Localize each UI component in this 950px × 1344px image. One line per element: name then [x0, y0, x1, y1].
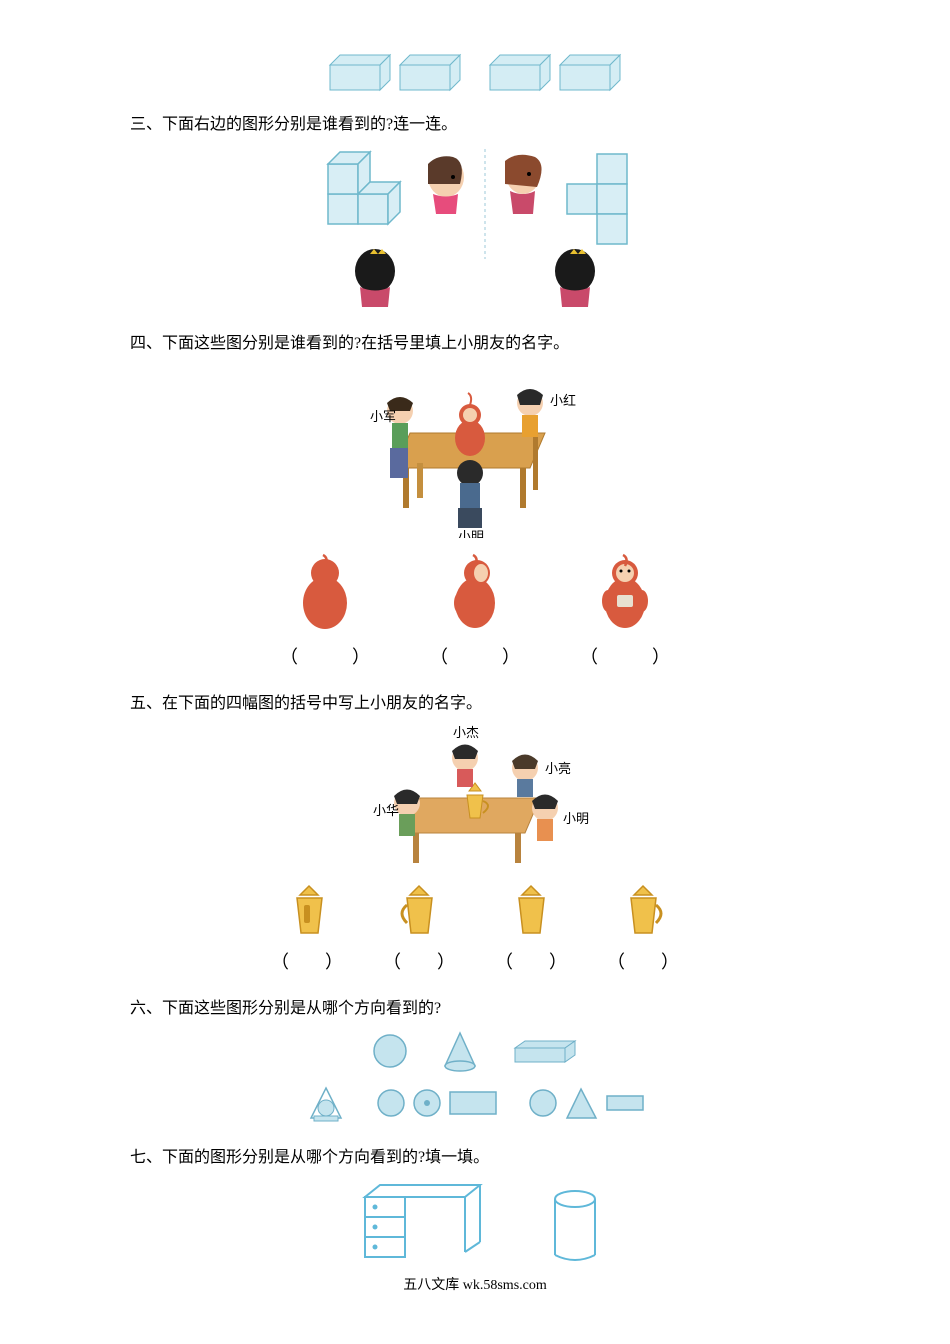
- page-footer: 五八文库 wk.58sms.com: [0, 1274, 950, 1294]
- girl-back-1-icon: [348, 249, 403, 309]
- bracket-input[interactable]: （ ）: [495, 948, 567, 974]
- question-4: 四、下面这些图分别是谁看到的?在括号里填上小朋友的名字。 小军: [130, 329, 820, 669]
- cube-front-view: [562, 149, 632, 259]
- question-7: 七、下面的图形分别是从哪个方向看到的?填一填。: [130, 1143, 820, 1267]
- q5-answer-3: （ ）: [495, 883, 567, 974]
- name-right-top: 小亮: [545, 761, 571, 776]
- divider-line: [483, 149, 487, 259]
- q6-view-3: [528, 1086, 645, 1121]
- bracket-input[interactable]: （ ）: [271, 948, 343, 974]
- name-left: 小华: [373, 803, 399, 818]
- q5-answer-2: （ ）: [383, 883, 455, 974]
- question-6: 六、下面这些图形分别是从哪个方向看到的?: [130, 994, 820, 1123]
- q5-title: 五、在下面的四幅图的括号中写上小朋友的名字。: [130, 689, 820, 713]
- girl-back-2-icon: [548, 249, 603, 309]
- q6-title: 六、下面这些图形分别是从哪个方向看到的?: [130, 994, 820, 1018]
- cone-icon: [440, 1028, 480, 1073]
- box-pair-2: [485, 50, 625, 95]
- girl-profile-2-icon: [497, 149, 552, 219]
- prism-icon: [510, 1036, 580, 1066]
- name-right: 小红: [550, 393, 576, 408]
- q4-answer-2: （ ）: [430, 553, 520, 669]
- child-front-icon: [457, 460, 483, 528]
- bracket-input[interactable]: （ ）: [280, 643, 370, 669]
- bracket-input[interactable]: （ ）: [430, 643, 520, 669]
- child-right-icon: [517, 389, 543, 437]
- q4-answer-3: （ ）: [580, 553, 670, 669]
- name-left: 小军: [370, 409, 396, 424]
- q4-answer-1: （ ）: [280, 553, 370, 669]
- box-pair-1: [325, 50, 465, 95]
- bracket-input[interactable]: （ ）: [383, 948, 455, 974]
- name-right: 小明: [563, 811, 589, 826]
- q3-title: 三、下面右边的图形分别是谁看到的?连一连。: [130, 110, 820, 134]
- cube-l-shape: [318, 149, 408, 249]
- header-boxes: [130, 50, 820, 95]
- name-front: 小明: [458, 529, 484, 538]
- teletubby-icon: [455, 393, 485, 456]
- mug-view-1-icon: [282, 883, 332, 938]
- girl-profile-icon: [418, 149, 473, 219]
- circle-icon: [370, 1031, 410, 1071]
- question-5: 五、在下面的四幅图的括号中写上小朋友的名字。 小杰 小亮: [130, 689, 820, 974]
- mug-view-2-icon: [394, 883, 444, 938]
- q6-view-2: [376, 1088, 498, 1118]
- teletubby-side-icon: [445, 553, 505, 633]
- bracket-input[interactable]: （ ）: [607, 948, 679, 974]
- cylinder-icon: [550, 1187, 600, 1267]
- q4-title: 四、下面这些图分别是谁看到的?在括号里填上小朋友的名字。: [130, 329, 820, 353]
- q5-scene-icon: 小杰 小亮 小华 小明: [345, 723, 605, 873]
- teletubby-back-icon: [295, 553, 355, 633]
- q5-answer-4: （ ）: [607, 883, 679, 974]
- name-top: 小杰: [453, 725, 479, 740]
- question-3: 三、下面右边的图形分别是谁看到的?连一连。: [130, 110, 820, 309]
- q6-view-1: [306, 1083, 346, 1123]
- teletubby-front-icon: [595, 553, 655, 633]
- bracket-input[interactable]: （ ）: [580, 643, 670, 669]
- q4-scene-icon: 小军 小红 小明: [355, 363, 595, 538]
- mug-view-3-icon: [506, 883, 556, 938]
- mug-view-4-icon: [618, 883, 668, 938]
- q5-answer-1: （ ）: [271, 883, 343, 974]
- q7-title: 七、下面的图形分别是从哪个方向看到的?填一填。: [130, 1143, 820, 1167]
- desk-icon: [350, 1177, 510, 1267]
